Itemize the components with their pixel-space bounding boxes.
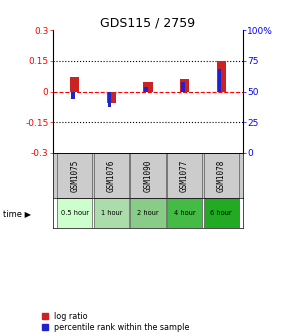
Bar [204, 153, 239, 198]
Legend: log ratio, percentile rank within the sample: log ratio, percentile rank within the sa… [42, 311, 190, 332]
Title: GDS115 / 2759: GDS115 / 2759 [100, 16, 195, 29]
Bar [107, 91, 116, 103]
Bar [143, 82, 153, 91]
Bar [57, 153, 92, 198]
Bar [108, 91, 111, 108]
Text: 0.5 hour: 0.5 hour [61, 210, 89, 216]
Text: 6 hour: 6 hour [210, 210, 232, 216]
Text: GSM1076: GSM1076 [107, 159, 116, 192]
Bar [167, 153, 202, 198]
Text: GSM1077: GSM1077 [180, 159, 189, 192]
Bar [217, 61, 226, 91]
Bar [130, 153, 166, 198]
Bar [70, 77, 79, 91]
Bar [167, 198, 202, 228]
Bar [130, 198, 166, 228]
Bar [144, 87, 148, 91]
Bar [71, 91, 75, 99]
Text: 2 hour: 2 hour [137, 210, 159, 216]
Text: 1 hour: 1 hour [100, 210, 122, 216]
Bar [94, 153, 129, 198]
Bar [218, 70, 221, 91]
Text: GSM1090: GSM1090 [144, 159, 152, 192]
Bar [180, 79, 189, 91]
Text: GSM1075: GSM1075 [70, 159, 79, 192]
Bar [94, 198, 129, 228]
Bar [181, 82, 185, 91]
Text: time ▶: time ▶ [3, 209, 31, 218]
Bar [204, 198, 239, 228]
Text: 4 hour: 4 hour [174, 210, 195, 216]
Bar [57, 198, 92, 228]
Text: GSM1078: GSM1078 [217, 159, 226, 192]
